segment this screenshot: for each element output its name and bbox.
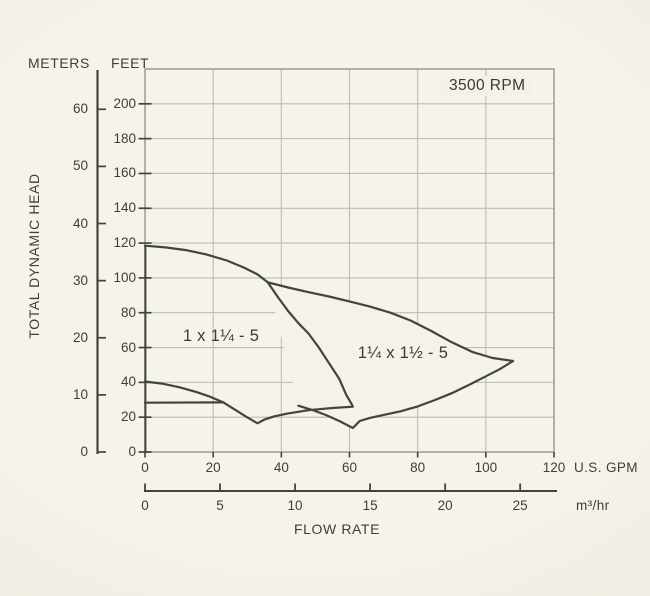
feet-tick-label: 100 [113,269,136,285]
feet-tick-label: 160 [113,165,136,181]
meters-tick-label: 10 [72,386,88,402]
gpm-unit-label: U.S. GPM [574,460,638,475]
gpm-tick-label: 120 [542,459,566,475]
envelope-outline-2 [266,281,515,430]
gpm-tick-label: 80 [410,459,426,475]
m3hr-tick-label: 0 [141,497,149,513]
m3hr-tick-label: 15 [362,497,378,513]
feet-tick-label: 120 [113,235,136,251]
feet-axis-label: FEET [111,55,150,71]
feet-tick-label: 20 [120,409,136,425]
feet-tick-label: 200 [113,95,136,111]
feet-tick-label: 40 [120,374,136,390]
feet-tick-label: 60 [120,339,136,355]
meters-tick-label: 0 [80,444,88,459]
feet-tick-label: 140 [113,200,136,216]
meters-axis-label: METERS [28,55,90,71]
m3hr-tick-label: 10 [287,497,303,513]
gpm-tick-label: 40 [273,459,289,475]
m3hr-tick-label: 20 [437,497,453,513]
meters-tick-label: 40 [72,215,88,231]
rpm-label: 3500 RPM [441,76,534,96]
gpm-tick-label: 100 [474,459,498,475]
envelope-fill-2 [267,282,514,428]
meters-tick-label: 50 [72,158,88,174]
envelope-outline-1 [143,244,354,425]
envelope-label-1x125-5: 1 x 1¼ - 5 [182,327,260,345]
gpm-tick-label: 60 [341,459,358,475]
meters-tick-label: 30 [72,272,88,288]
meters-tick-label: 20 [72,329,88,345]
m3hr-unit-label: m³/hr [576,498,610,513]
feet-tick-label: 180 [113,130,136,146]
gpm-tick-label: 20 [205,459,221,475]
envelope-label-125x15-5: 1¼ x 1½ - 5 [357,344,449,362]
feet-tick-label: 0 [128,444,136,459]
m3hr-tick-label: 5 [216,497,224,513]
meters-tick-label: 60 [72,101,88,117]
m3hr-tick-label: 25 [512,497,528,513]
y-axis-title: TOTAL DYNAMIC HEAD [26,173,42,339]
x-axis-title: FLOW RATE [293,521,381,537]
feet-tick-label: 80 [120,304,136,320]
gpm-tick-label: 0 [141,459,149,475]
